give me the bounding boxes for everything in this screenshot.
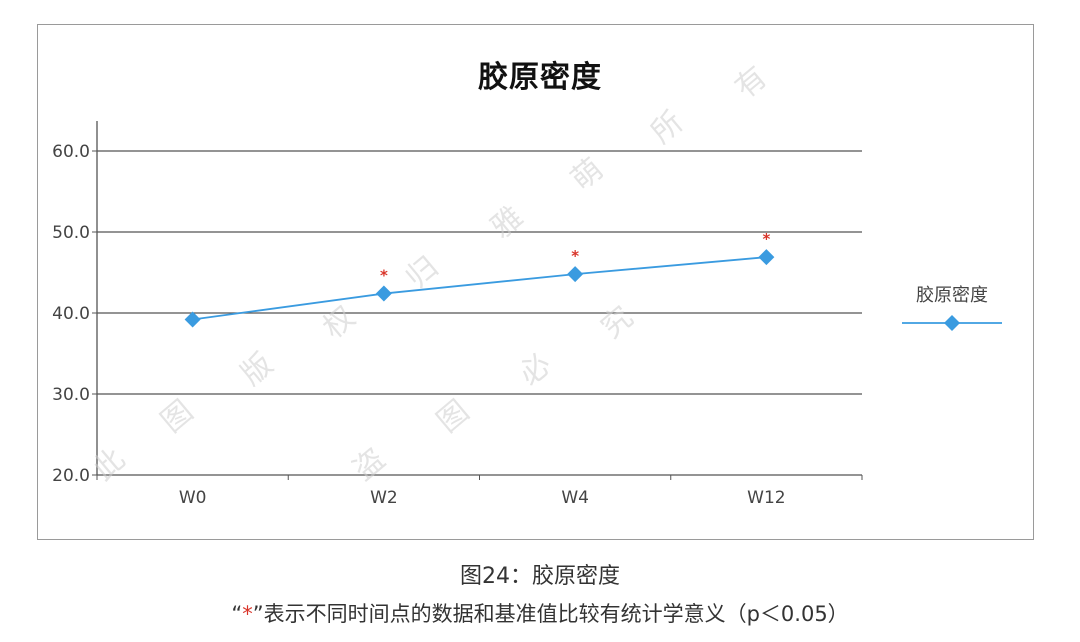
data-point-marker <box>184 311 201 328</box>
significance-star: * <box>571 247 579 265</box>
series-line <box>192 256 767 321</box>
y-tick-label: 50.0 <box>52 223 90 243</box>
x-tick-label: W4 <box>561 488 589 508</box>
data-point-marker <box>758 249 775 266</box>
figure-caption: 图24：胶原密度 <box>460 564 620 589</box>
x-tick-label: W2 <box>370 488 398 508</box>
y-tick-label: 30.0 <box>52 385 90 405</box>
note-open-quote: “ <box>231 602 243 626</box>
data-point-marker <box>375 285 392 302</box>
significance-star: * <box>762 230 770 248</box>
chart-frame <box>37 24 1034 540</box>
note-star: * <box>242 602 253 626</box>
x-tick-label: W12 <box>747 488 785 508</box>
significance-note: “*”表示不同时间点的数据和基准值比较有统计学意义（p＜0.05） <box>0 598 1080 628</box>
y-tick-label: 20.0 <box>52 466 90 486</box>
note-close-quote: ” <box>252 602 264 626</box>
legend-label: 胶原密度 <box>916 285 988 306</box>
chart-title: 胶原密度 <box>478 60 602 95</box>
significance-star: * <box>380 267 388 285</box>
x-tick-label: W0 <box>179 488 207 508</box>
data-point-marker <box>567 266 584 283</box>
legend-marker <box>944 315 960 331</box>
y-tick-label: 40.0 <box>52 304 90 324</box>
y-tick-label: 60.0 <box>52 142 90 162</box>
note-text: 表示不同时间点的数据和基准值比较有统计学意义（p＜0.05） <box>263 602 849 626</box>
